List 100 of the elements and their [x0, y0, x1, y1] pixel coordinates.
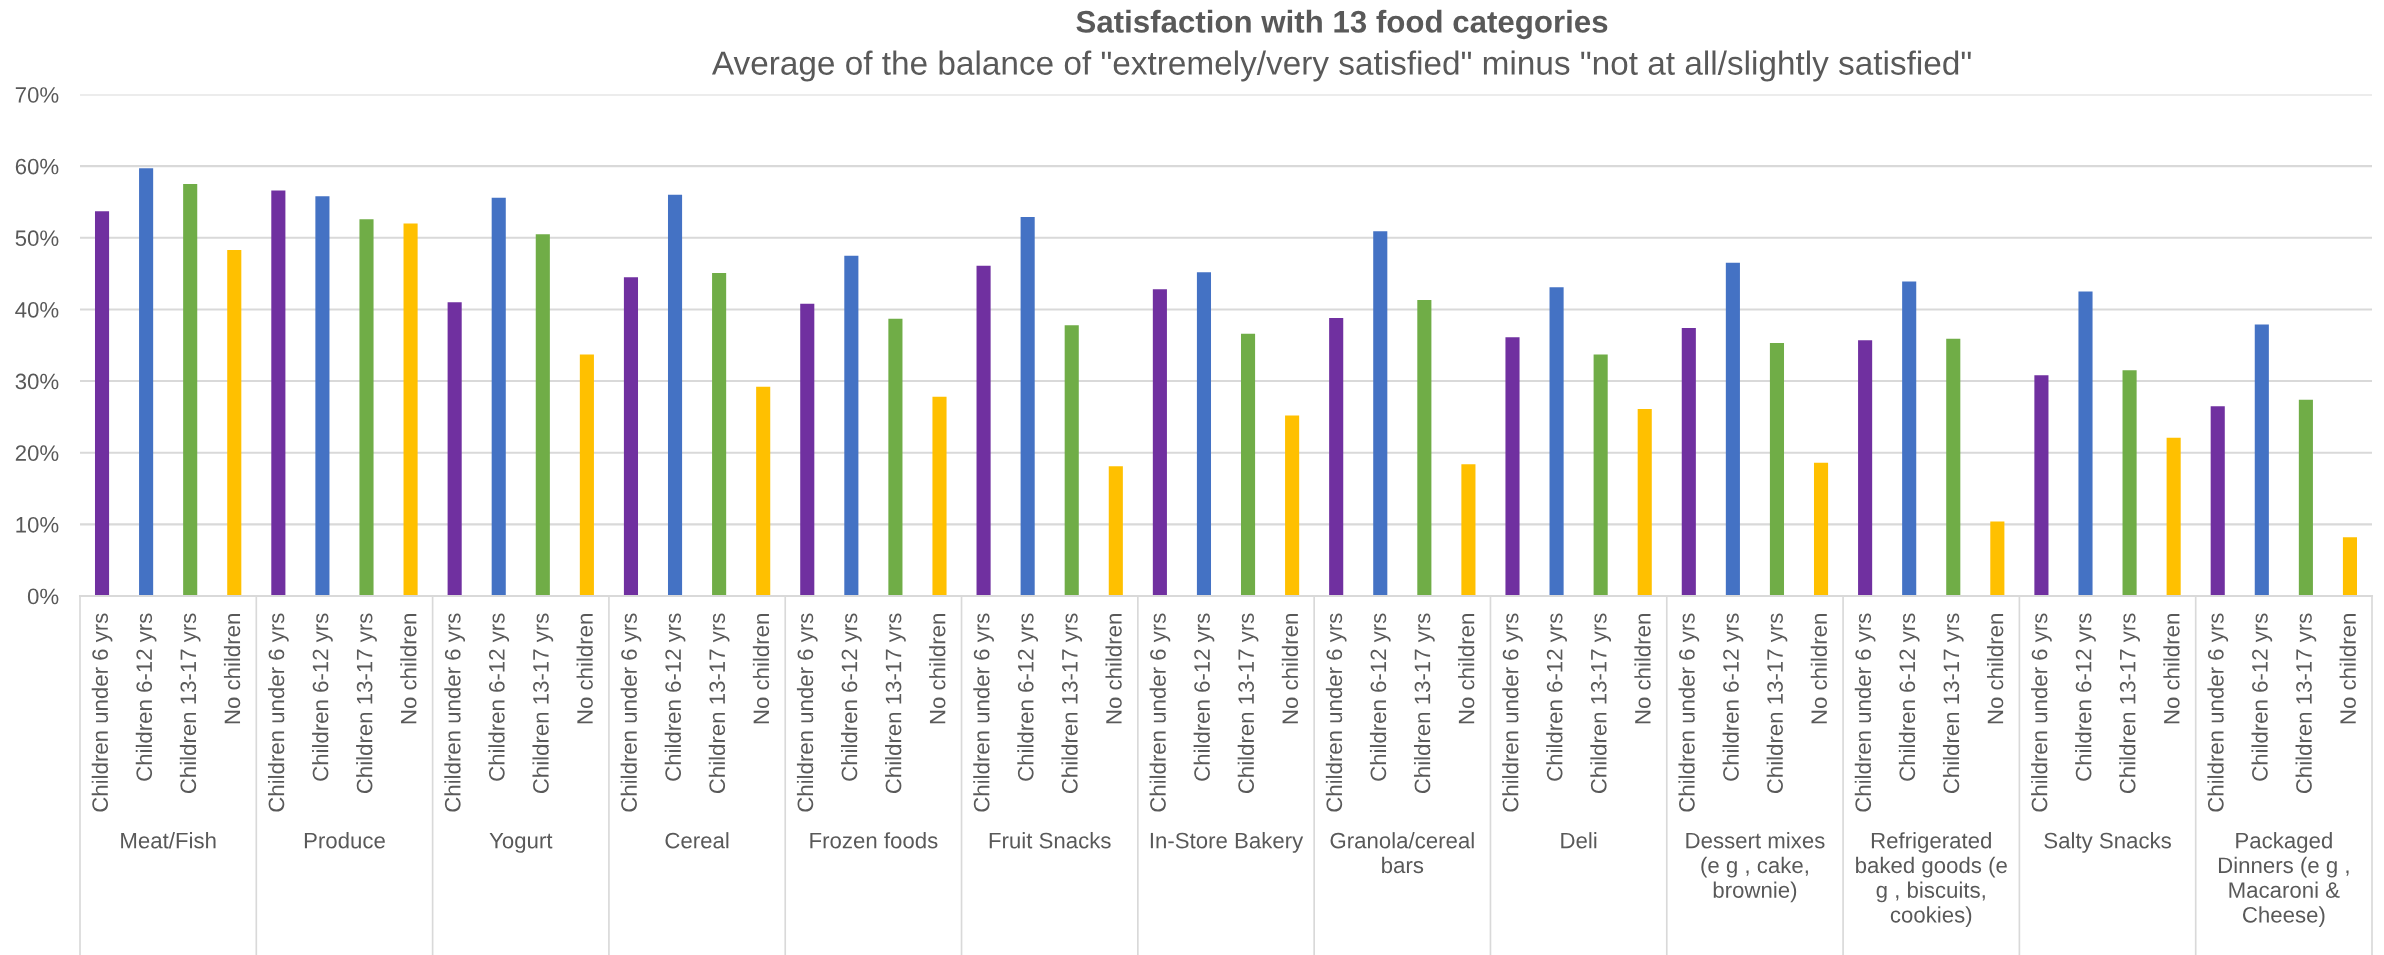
bar [1549, 287, 1564, 596]
text: In-Store Bakery [1150, 832, 1304, 853]
x-tick-label: Children 6-12 yrs [312, 613, 333, 781]
x-tick-label: Children under 6 yrs [2031, 613, 2052, 812]
bar [403, 223, 418, 596]
bar [1858, 340, 1873, 596]
bar [1461, 464, 1476, 596]
bar [139, 168, 154, 596]
y-tick-label: 60% [15, 158, 59, 175]
bar [271, 190, 286, 596]
bar [1329, 318, 1344, 596]
text: Yogurt [489, 832, 553, 853]
bar [1020, 217, 1035, 596]
x-tick-label: Children under 6 yrs [1502, 613, 1523, 812]
x-tick-label: Children 6-12 yrs [664, 613, 686, 781]
bar [623, 277, 639, 596]
x-tick-label: Children 6-12 yrs [2251, 613, 2273, 781]
bar [579, 354, 594, 596]
text: Dessert mixes (e g , cake, brownie) [1686, 832, 1825, 903]
bar [359, 219, 374, 596]
x-tick-label: Children 6-12 yrs [2075, 613, 2096, 781]
bar [1725, 262, 1740, 596]
x-tick-label: Children 13-17 yrs [1061, 613, 1083, 794]
bar [1990, 521, 2005, 596]
text: Refrigerated baked goods (e g , biscuits, cookies) [1856, 832, 2007, 928]
y-tick-label: 40% [15, 301, 59, 318]
bar [2166, 437, 2181, 596]
x-tick-label: Children 6-12 yrs [840, 613, 862, 781]
x-tick-label: Children under 6 yrs [444, 613, 466, 812]
x-tick-label: Children under 6 yrs [796, 613, 818, 812]
bar [976, 265, 991, 596]
y-tick-label: 50% [15, 230, 59, 247]
bar [800, 303, 815, 596]
x-tick-label: Children 6-12 yrs [1546, 613, 1567, 781]
bar [447, 302, 462, 596]
bar [1417, 300, 1432, 596]
bar [1152, 289, 1167, 596]
bar [1637, 409, 1652, 596]
text: Deli [1561, 832, 1597, 849]
x-tick-label: Children 13-17 yrs [708, 613, 730, 794]
x-tick-label: Children 6-12 yrs [1017, 613, 1039, 781]
x-tick-label: No children [400, 614, 417, 724]
x-tick-label: Children 13-17 yrs [356, 613, 377, 794]
bar [1285, 415, 1300, 596]
text: Granola/cereal bars [1330, 832, 1474, 874]
bar [2122, 370, 2137, 596]
x-tick-label: Children 13-17 yrs [1942, 613, 1964, 794]
chart-title: Satisfaction with 13 food categories [1076, 9, 1608, 40]
bar [756, 386, 771, 596]
text: Meat/Fish [121, 832, 216, 849]
y-tick-label: 10% [16, 516, 59, 533]
chart-subtitle: Average of the balance of "extremely/very satisfied" minus "not at all/slightly satisfied" [711, 50, 1971, 82]
bar [94, 211, 110, 596]
x-tick-label: Children under 6 yrs [267, 613, 289, 812]
bar [1108, 466, 1123, 596]
bar [667, 194, 683, 596]
y-tick-label: 0% [27, 588, 59, 605]
text: Salty Snacks [2044, 832, 2171, 853]
bar [535, 234, 550, 596]
x-tick-label: Children 13-17 yrs [532, 613, 554, 794]
bar [2342, 537, 2358, 596]
x-tick-label: Children under 6 yrs [91, 613, 113, 812]
x-tick-label: No children [929, 614, 946, 724]
x-tick-label: No children [1810, 614, 1827, 724]
x-tick-label: Children 6-12 yrs [488, 613, 510, 781]
bar [227, 249, 242, 596]
bar [1946, 338, 1961, 596]
bar [1505, 337, 1520, 596]
y-tick-label: 30% [15, 373, 59, 390]
x-tick-label: No children [1986, 614, 2004, 724]
bar [1769, 343, 1785, 596]
bar [183, 184, 198, 596]
x-tick-label: Children under 6 yrs [1149, 613, 1171, 812]
bar [2254, 324, 2269, 596]
x-tick-label: No children [223, 614, 241, 724]
x-tick-label: Children under 6 yrs [1325, 613, 1347, 812]
text: Frozen foods [810, 832, 938, 849]
bar [315, 196, 330, 596]
bar [1240, 333, 1256, 596]
x-tick-label: No children [752, 614, 770, 724]
text: Cereal [665, 832, 729, 849]
y-tick-label: 20% [15, 445, 59, 461]
y-tick-label: 70% [15, 87, 59, 103]
text: Packaged Dinners (e g , Macaroni & Cheese) [2218, 832, 2349, 928]
x-tick-label: Children under 6 yrs [2207, 613, 2229, 812]
bar [844, 255, 859, 596]
x-tick-label: Children under 6 yrs [1854, 613, 1876, 812]
bar [2210, 406, 2225, 596]
x-tick-label: No children [2339, 614, 2356, 724]
bar [1196, 272, 1212, 596]
x-tick-label: Children 6-12 yrs [135, 613, 157, 781]
bar [1593, 354, 1608, 596]
bar [888, 318, 903, 596]
bar [491, 197, 506, 596]
x-tick-label: Children 6-12 yrs [1193, 613, 1215, 781]
x-tick-label: No children [1458, 614, 1475, 724]
text: Fruit Snacks [989, 832, 1111, 849]
bar [2034, 375, 2049, 596]
x-tick-label: No children [2163, 614, 2180, 724]
x-tick-label: Children 13-17 yrs [2295, 613, 2317, 794]
